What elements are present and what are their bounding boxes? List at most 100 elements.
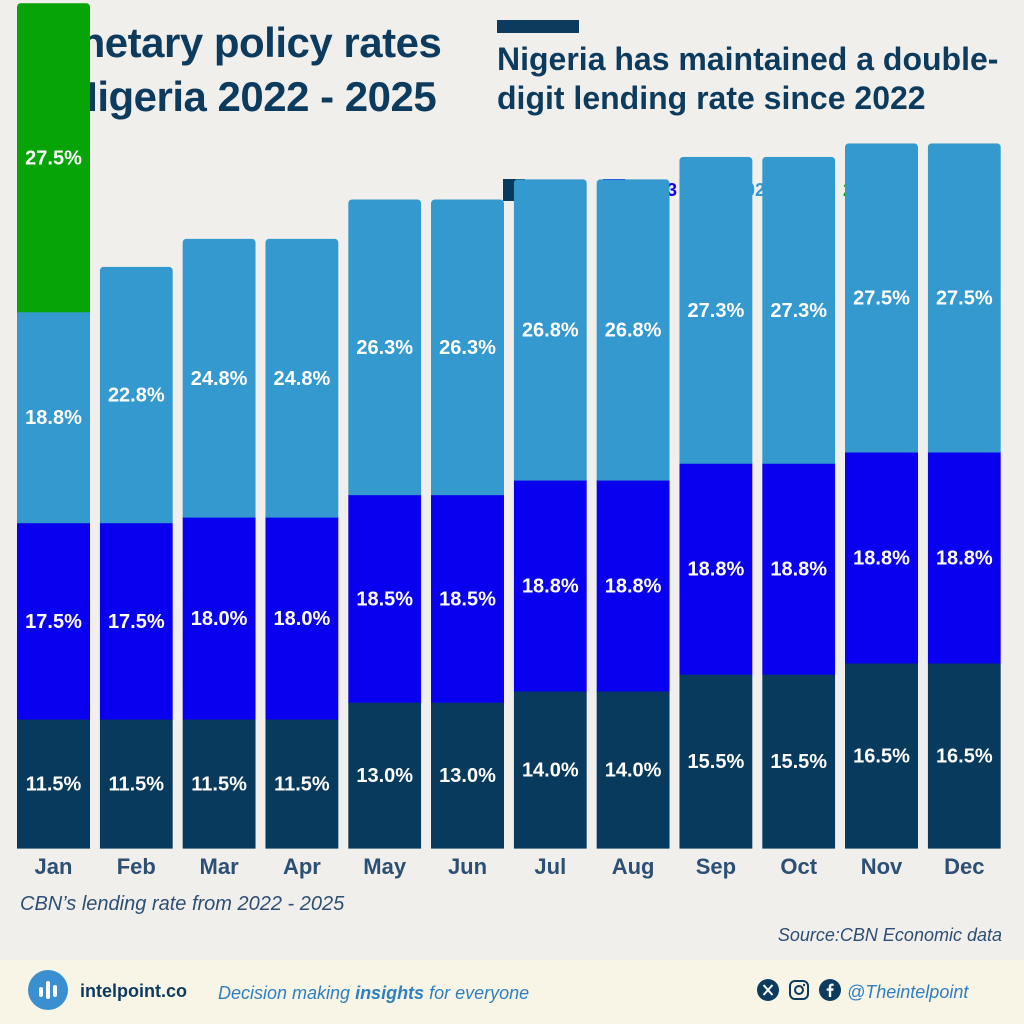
data-label-jan-2024: 18.8% <box>25 407 82 429</box>
data-label-jan-2023: 17.5% <box>25 611 82 633</box>
bar-jan-2023 <box>17 522 90 720</box>
bar-jul-2023 <box>513 479 587 692</box>
x-tick-label-nov: Nov <box>861 854 903 879</box>
data-label-mar-2023: 18.0% <box>191 608 248 630</box>
tagline: Decision making insights for everyone <box>218 983 529 1004</box>
bar-jan-2024 <box>17 311 90 524</box>
bar-stack-feb <box>99 266 173 849</box>
bar-mar-2022 <box>182 718 256 849</box>
x-tick-label-jan: Jan <box>35 854 73 879</box>
data-label-nov-2022: 16.5% <box>853 745 910 767</box>
bar-jul-2022 <box>513 690 587 849</box>
bar-stack-oct <box>762 156 836 849</box>
bar-aug-2022 <box>596 690 670 849</box>
source-note: Source:CBN Economic data <box>777 925 1002 945</box>
x-tick-label-may: May <box>363 854 407 879</box>
bar-jun-2022 <box>431 702 504 849</box>
data-label-jan-2022: 11.5% <box>26 773 82 795</box>
bar-apr-2022 <box>265 718 339 849</box>
data-label-feb-2023: 17.5% <box>108 611 165 633</box>
bar-mar-2024 <box>182 238 256 518</box>
data-label-dec-2024: 27.5% <box>936 288 993 310</box>
data-label-dec-2023: 18.8% <box>936 547 993 569</box>
bar-dec-2022 <box>927 662 1001 849</box>
x-tick-label-apr: Apr <box>283 854 321 879</box>
bar-aug-2024 <box>596 179 670 481</box>
data-label-jun-2024: 26.3% <box>439 337 496 359</box>
bar-jul-2024 <box>513 179 587 481</box>
bar-stack-dec <box>927 143 1001 849</box>
bar-may-2024 <box>348 199 422 496</box>
social-handle[interactable]: @Theintelpoint <box>847 982 969 1002</box>
bar-stack-may <box>348 199 422 849</box>
social-links <box>757 979 850 1001</box>
data-label-aug-2022: 14.0% <box>605 759 662 781</box>
tagline-end: for everyone <box>424 983 530 1003</box>
bar-sep-2024 <box>679 156 753 464</box>
bar-nov-2022 <box>845 662 918 849</box>
brand-logo-icon[interactable] <box>28 970 68 1010</box>
data-label-jun-2022: 13.0% <box>439 765 496 787</box>
bar-jun-2024 <box>431 199 504 496</box>
data-label-sep-2024: 27.3% <box>688 300 745 322</box>
footer: intelpoint.co Decision making insights f… <box>0 960 1024 1024</box>
data-label-oct-2023: 18.8% <box>770 559 827 581</box>
data-label-jul-2023: 18.8% <box>522 575 579 597</box>
bar-jun-2023 <box>431 494 504 703</box>
data-label-sep-2023: 18.8% <box>688 559 745 581</box>
bar-stack-apr <box>265 238 339 849</box>
data-label-oct-2022: 15.5% <box>770 751 827 773</box>
bar-stack-sep <box>679 156 753 849</box>
data-label-may-2022: 13.0% <box>356 765 413 787</box>
bar-apr-2024 <box>265 238 339 518</box>
facebook-icon[interactable] <box>819 979 841 1001</box>
data-label-apr-2022: 11.5% <box>274 773 330 795</box>
bar-oct-2024 <box>762 156 836 464</box>
bar-jan-2022 <box>17 718 90 849</box>
data-label-aug-2023: 18.8% <box>605 575 662 597</box>
bar-nov-2024 <box>845 143 918 453</box>
data-label-sep-2022: 15.5% <box>688 751 745 773</box>
bar-oct-2023 <box>762 463 836 675</box>
bar-mar-2023 <box>182 517 256 720</box>
data-label-jun-2023: 18.5% <box>439 588 496 610</box>
data-label-oct-2024: 27.3% <box>770 300 827 322</box>
chart-caption: CBN’s lending rate from 2022 - 2025 <box>20 893 345 915</box>
bar-stack-mar <box>182 238 256 849</box>
data-label-mar-2024: 24.8% <box>191 368 248 390</box>
bar-feb-2023 <box>99 522 173 720</box>
data-label-apr-2024: 24.8% <box>274 368 331 390</box>
x-tick-label-sep: Sep <box>696 854 736 879</box>
chart-subtitle: Nigeria has maintained a double-digit le… <box>497 41 999 116</box>
data-label-feb-2024: 22.8% <box>108 385 165 407</box>
data-label-may-2023: 18.5% <box>356 588 413 610</box>
data-label-dec-2022: 16.5% <box>936 745 993 767</box>
data-label-may-2024: 26.3% <box>356 337 413 359</box>
data-label-aug-2024: 26.8% <box>605 320 662 342</box>
bar-sep-2023 <box>679 463 753 675</box>
x-tick-label-jul: Jul <box>534 854 566 879</box>
x-icon[interactable] <box>757 979 779 1001</box>
stacked-bar-chart: 11.5% 17.5% 18.8% 27.5% 11.5% 17.5% 22.8% 11.5%… <box>17 3 1001 879</box>
data-label-nov-2023: 18.8% <box>853 547 910 569</box>
bar-feb-2022 <box>99 718 173 849</box>
bar-apr-2023 <box>265 517 339 720</box>
data-label-feb-2022: 11.5% <box>108 773 164 795</box>
bar-aug-2023 <box>596 479 670 692</box>
bar-may-2023 <box>348 494 422 703</box>
brand-name[interactable]: intelpoint.co <box>80 981 187 1001</box>
bar-feb-2024 <box>99 266 173 524</box>
bar-sep-2022 <box>679 674 753 849</box>
data-label-nov-2024: 27.5% <box>853 288 910 310</box>
instagram-icon[interactable] <box>788 979 810 1001</box>
data-label-apr-2023: 18.0% <box>274 608 331 630</box>
bar-oct-2022 <box>762 674 836 849</box>
bar-dec-2023 <box>927 451 1001 664</box>
data-label-jul-2022: 14.0% <box>522 759 579 781</box>
accent-bar <box>497 20 579 33</box>
bar-stack-jun <box>431 199 504 849</box>
x-tick-label-dec: Dec <box>944 854 984 879</box>
bar-dec-2024 <box>927 143 1001 453</box>
tagline-bold: insights <box>355 983 425 1003</box>
data-label-jan-2025: 27.5% <box>25 147 82 169</box>
